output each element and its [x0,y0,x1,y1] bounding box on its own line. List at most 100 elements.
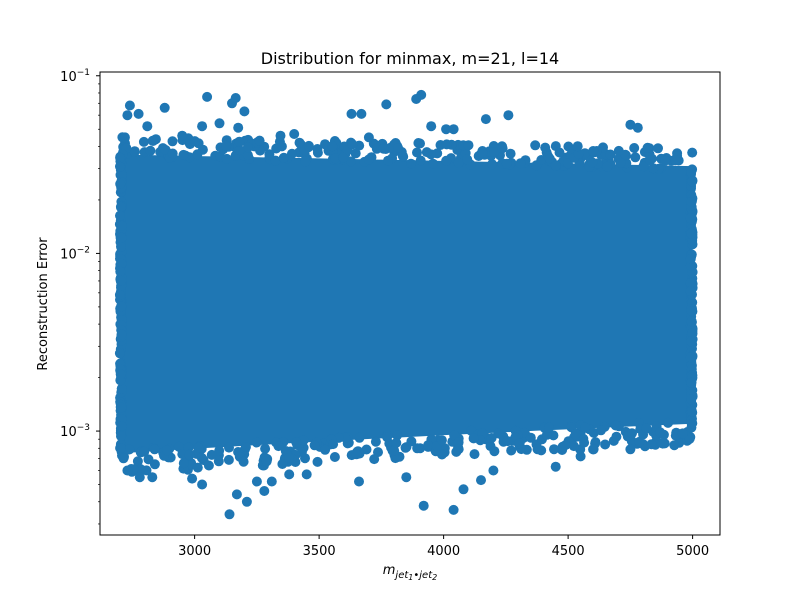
cloud-point [135,464,146,475]
cloud-point [124,444,135,455]
cloud-point [627,428,637,439]
cloud-point [234,145,245,156]
cloud-point [143,454,154,465]
cloud-point [234,136,245,147]
y-tick-label: 10−3 [60,423,90,440]
cloud-point [685,278,696,288]
cloud-point [192,462,203,473]
cloud-point [276,141,287,152]
cloud-point [489,147,500,157]
cloud-point [587,157,598,168]
cloud-point [428,158,438,169]
cloud-point [393,143,404,153]
axes-frame [99,71,721,536]
cloud-point [382,432,393,443]
cloud-point [115,161,126,172]
cloud-point [312,147,323,158]
cloud-point [116,414,127,425]
data-point [632,122,643,133]
data-point [119,132,130,143]
cloud-point [579,437,590,448]
cloud-point [238,456,249,467]
cloud-point [406,436,417,447]
data-point [401,472,412,483]
cloud-point [273,441,284,452]
x-tick-label: 4500 [552,544,585,559]
cloud-point [167,136,178,147]
data-point [575,451,586,462]
cloud-point [543,422,554,433]
cloud-point [354,432,365,443]
cloud-point [549,444,559,455]
data-point [657,438,668,449]
data-point [251,476,262,487]
cloud-point [487,159,498,170]
cloud-point [423,440,434,451]
cloud-point [501,158,512,169]
cloud-point [648,163,659,174]
cloud-point [685,352,696,363]
data-point [241,496,252,507]
data-point [266,476,277,487]
cloud-point [115,266,126,277]
cloud-point [351,449,362,460]
data-point [356,108,367,119]
dense-cloud-edge [114,132,698,477]
data-point [488,465,499,476]
cloud-point [630,152,641,163]
cloud-point [641,423,652,434]
cloud-point [686,377,697,388]
cloud-point [184,449,195,460]
cloud-point [486,433,497,443]
cloud-point [369,454,380,465]
data-point [187,473,198,484]
xlabel-base: m [383,563,396,578]
cloud-point [115,210,125,221]
cloud-point [686,336,697,347]
cloud-point [646,439,657,450]
y-tick-label: 10−2 [60,245,90,262]
cloud-point [312,456,323,467]
data-point [224,509,235,520]
cloud-point [161,445,172,456]
cloud-point [615,157,626,168]
cloud-point [206,449,217,460]
cloud-point [610,420,621,431]
cloud-point [406,158,416,169]
data-point [503,110,514,121]
cloud-point [686,167,697,178]
cloud-point [300,156,311,167]
data-point [159,102,170,113]
data-point [418,500,429,511]
cloud-point [514,438,525,449]
cloud-point [573,148,584,159]
cloud-point [600,439,611,450]
cloud-point [462,154,473,165]
cloud-point [221,140,232,151]
x-axis-label: mjet1•jet2 [383,563,437,582]
cloud-point [602,161,613,172]
cloud-point [685,213,696,224]
cloud-point [687,176,698,187]
cloud-point [138,136,149,147]
cloud-point [291,437,302,448]
cloud-point [568,441,579,452]
cloud-point [177,449,188,460]
cloud-point [270,155,281,166]
cloud-point [221,153,232,164]
data-point [458,484,469,495]
xlabel-sub2sub: 2 [432,573,437,582]
data-point [133,108,144,119]
cloud-point [224,442,234,453]
cloud-point [684,433,695,444]
cloud-point [532,444,543,455]
cloud-point [415,138,425,149]
data-point [426,121,437,132]
data-point [480,114,491,125]
cloud-point [240,442,251,452]
data-point [230,93,241,103]
cloud-point [115,178,126,189]
cloud-point [660,155,671,166]
cloud-point [203,460,214,471]
